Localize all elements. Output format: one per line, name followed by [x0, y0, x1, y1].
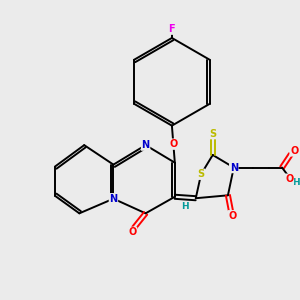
Text: H: H — [292, 178, 300, 187]
Text: S: S — [197, 169, 205, 179]
Text: O: O — [128, 227, 136, 237]
Text: O: O — [285, 174, 293, 184]
Text: H: H — [182, 202, 189, 211]
Text: N: N — [230, 163, 238, 172]
Text: O: O — [228, 211, 236, 221]
Text: S: S — [209, 129, 216, 139]
Text: O: O — [290, 146, 298, 156]
Text: O: O — [169, 139, 178, 149]
Text: N: N — [142, 140, 150, 150]
Text: F: F — [169, 24, 175, 34]
Text: N: N — [110, 194, 118, 204]
